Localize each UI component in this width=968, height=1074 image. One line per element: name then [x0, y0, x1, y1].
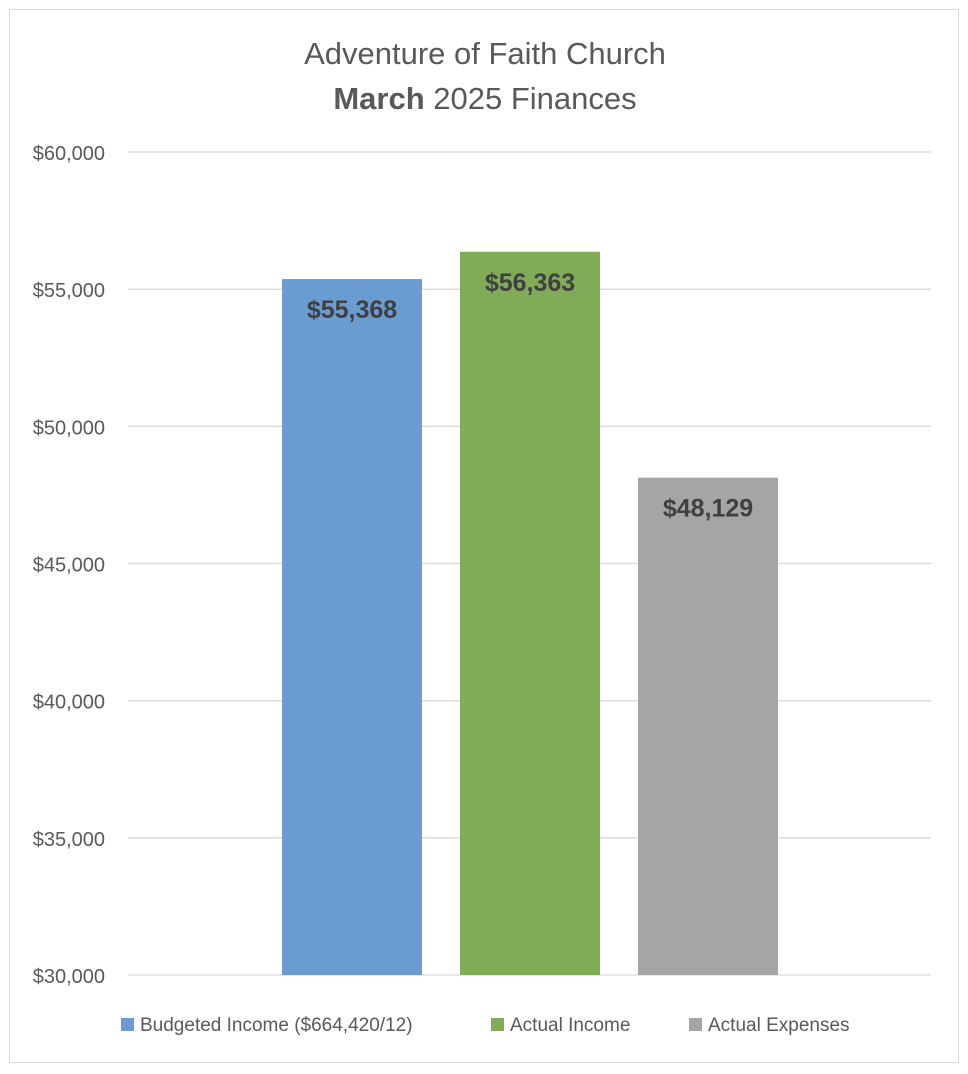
legend-swatch: [491, 1018, 504, 1031]
bar: [638, 477, 778, 975]
y-tick-label: $40,000: [33, 692, 105, 714]
y-axis-labels: $30,000 $35,000 $40,000 $45,000 $50,000 $55,0…: [33, 143, 105, 988]
y-tick-label: $45,000: [33, 555, 105, 577]
y-tick-label: $30,000: [33, 966, 105, 988]
legend-label: Actual Expenses: [708, 1015, 850, 1036]
bar: [460, 251, 600, 976]
data-label: $48,129: [663, 495, 753, 523]
bars: [282, 251, 778, 976]
data-labels: $55,368 $56,363 $48,129: [307, 269, 753, 523]
y-tick-label: $60,000: [33, 143, 105, 165]
chart-title-line1: Adventure of Faith Church: [304, 36, 666, 71]
legend-label: Actual Income: [510, 1015, 630, 1036]
legend-swatch: [689, 1018, 702, 1031]
data-label: $55,368: [307, 296, 397, 324]
chart-title-month: March: [333, 81, 424, 116]
y-tick-label: $50,000: [33, 417, 105, 439]
y-tick-label: $55,000: [33, 280, 105, 302]
data-label: $56,363: [485, 269, 575, 297]
y-tick-label: $35,000: [33, 829, 105, 851]
legend-label: Budgeted Income ($664,420/12): [140, 1015, 413, 1036]
bar: [282, 279, 422, 976]
chart-title-rest: 2025 Finances: [425, 81, 637, 116]
legend: Budgeted Income ($664,420/12) Actual Inco…: [121, 1015, 850, 1036]
chart-title-line2: March 2025 Finances: [333, 81, 636, 116]
legend-swatch: [121, 1018, 134, 1031]
